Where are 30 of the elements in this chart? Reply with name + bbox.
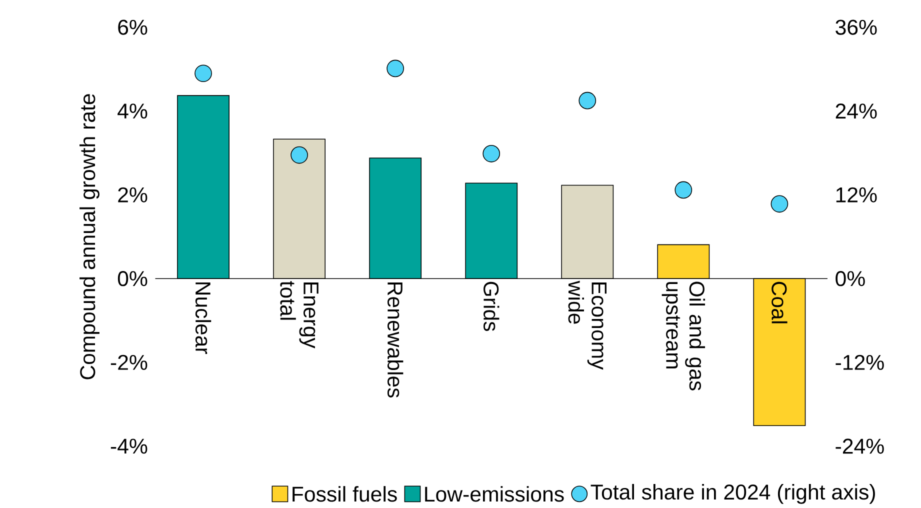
x-tick-label: Grids xyxy=(484,282,500,332)
y-tick-label: 0% xyxy=(118,271,148,286)
y-axis-title: Compound annual growth rate xyxy=(80,94,100,380)
point xyxy=(578,92,596,110)
y-tick-label: -2% xyxy=(110,355,148,370)
y-tick-label: 6% xyxy=(118,20,148,36)
point xyxy=(482,145,500,163)
point xyxy=(290,146,308,164)
x-tick-label: Economy wide xyxy=(568,280,606,370)
point xyxy=(674,182,692,199)
legend-label: Total share in 2024 (right axis) xyxy=(590,484,875,504)
y2-tick-label: 0% xyxy=(836,271,865,286)
legend-label: Low-emissions xyxy=(425,486,564,502)
y-tick-label: 2% xyxy=(118,188,148,203)
x-tick-label: Coal xyxy=(772,282,788,324)
y2-tick-label: 12% xyxy=(836,188,877,203)
point xyxy=(386,60,404,78)
y2-tick-label: -24% xyxy=(836,438,884,454)
y2-tick-label: -12% xyxy=(836,355,884,370)
x-tick-label: Oil and gas upstream xyxy=(662,282,706,391)
y2-tick-label: 24% xyxy=(836,104,877,119)
legend-label: Fossil fuels xyxy=(292,486,397,502)
x-tick-label: Renewables xyxy=(387,282,404,398)
x-tick-label: Energy total xyxy=(280,281,318,349)
point xyxy=(194,64,212,82)
point xyxy=(770,195,788,213)
y-tick-label: 4% xyxy=(118,104,148,119)
y2-tick-label: 36% xyxy=(836,20,877,36)
x-tick-label: Nuclear xyxy=(195,282,212,354)
y-tick-label: -4% xyxy=(110,438,148,454)
